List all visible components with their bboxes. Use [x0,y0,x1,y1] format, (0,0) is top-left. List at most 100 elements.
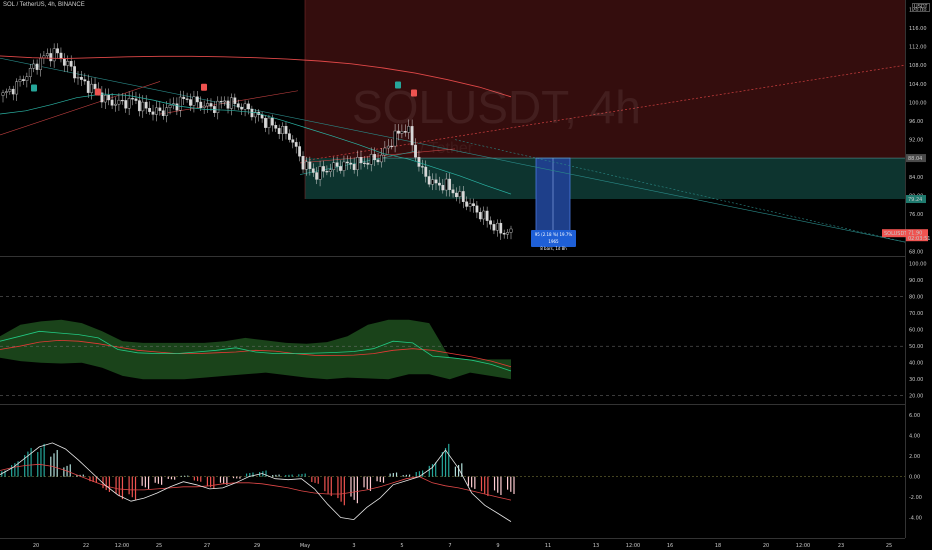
signal-badge [95,88,101,96]
candle-body [209,103,213,107]
candle-body [328,169,332,172]
currency-badge[interactable]: USDT [912,3,930,12]
candle-body [332,162,336,170]
macd-histogram-bar [311,476,313,482]
macd-histogram-bar [327,476,329,494]
candle-body [243,103,247,110]
candle-body [373,154,377,161]
candle-body [345,161,349,164]
macd-histogram-bar [467,476,470,486]
watermark-subtitle: / Tether [420,140,474,157]
time-axis-tick: 11 [545,543,551,549]
candle-body [489,220,492,225]
macd-histogram-bar [298,474,300,477]
candle-body [8,88,12,92]
time-axis-tick: 27 [204,543,210,549]
time-axis-tick: 3 [352,543,355,549]
candle-body [107,95,111,101]
price-axis-tick: 76.00 [909,212,923,218]
candle-body [90,83,94,93]
candle-body [451,189,455,194]
macd-histogram-bar [405,474,407,477]
candle-body [281,126,284,135]
candle-body [86,80,90,93]
candle-body [100,92,104,103]
candle-body [35,63,39,70]
macd-histogram-bar [76,475,78,477]
macd-histogram-bar [350,476,352,497]
macd-histogram-bar [223,476,225,484]
macd-histogram-bar [356,476,358,504]
price-tag-lower: 79.24 [908,197,922,203]
candle-body [376,159,380,163]
candle-body [56,48,59,54]
price-axis-tick: 116.00 [909,26,927,32]
candle-body [502,232,506,235]
macd-histogram-bar [379,476,381,482]
candle-body [267,117,271,128]
candle-body [308,161,312,169]
price-axis-tick: 112.00 [909,45,927,51]
signal-badge [201,83,207,91]
candle-body [427,176,431,185]
macd-histogram-bar [14,463,16,477]
macd-histogram-bar [141,476,143,486]
macd-histogram-bar [105,476,107,491]
candle-body [305,161,308,170]
candle-body [335,162,339,167]
channel-line-1 [0,81,161,136]
candle-body [155,107,158,115]
candle-body [28,68,32,77]
macd-axis-tick: 2.00 [909,454,920,460]
macd-histogram-bar [415,472,417,477]
time-axis-tick: 12:00 [796,543,810,549]
macd-histogram-bar [11,465,13,477]
candle-body [69,61,73,67]
macd-histogram-bar [395,472,398,477]
candle-body [397,130,400,134]
candle-body [298,146,302,157]
macd-histogram-bar [193,476,195,481]
candle-body [495,222,499,231]
candle-body [315,172,319,180]
macd-histogram-bar [82,474,84,477]
candle-body [5,91,8,93]
position-stats-line2: 8 bars, 1d 8h [540,246,567,251]
candle-body [158,107,162,111]
candle-body [127,98,131,109]
macd-histogram-bar [128,476,130,495]
price-tag-upper-bg [906,154,926,163]
macd-histogram-bar [115,476,117,494]
candle-body [189,99,192,106]
candle-body [52,48,56,62]
candle-body [120,99,124,102]
macd-histogram-bar [480,476,483,492]
candle-body [216,100,220,113]
macd-histogram-bar [363,476,365,488]
candle-body [410,126,414,146]
candle-body [18,79,22,82]
macd-histogram-bar [56,450,58,477]
macd-histogram-bar [304,473,306,477]
candle-body [192,96,196,106]
macd-histogram-bar [213,476,215,489]
rsi-axis-tick: 20.00 [909,394,923,400]
macd-histogram-bar [121,476,124,500]
macd-histogram-bar [134,476,137,501]
candle-body [465,201,469,207]
macd-histogram-bar [448,443,450,477]
candle-body [165,107,169,116]
macd-histogram-bar [487,476,489,497]
macd-histogram-bar [422,470,424,477]
signal-badge [411,89,417,97]
macd-histogram-bar [441,452,443,477]
macd-histogram-bar [301,473,303,477]
macd-histogram-bar [50,456,52,477]
macd-axis-tick: 6.00 [909,413,920,419]
trendline-long-teal [0,57,906,243]
candle-body [359,157,363,164]
candle-body [226,100,230,109]
candle-body [93,83,97,90]
candle-body [349,162,353,165]
